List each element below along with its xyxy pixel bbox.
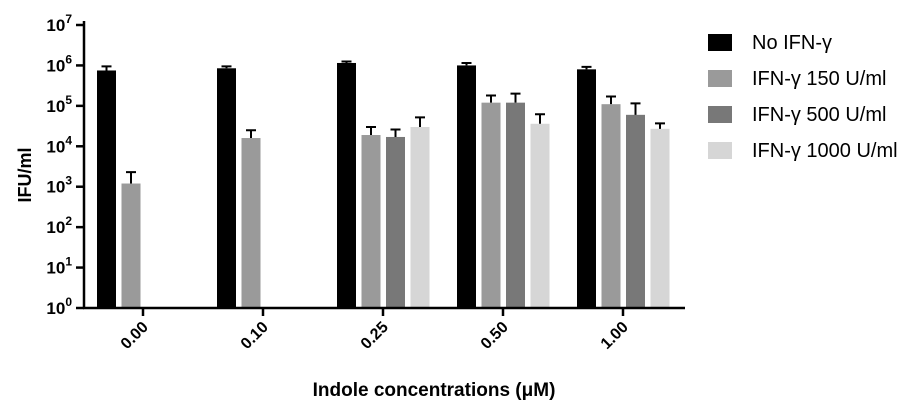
y-tick-label: 107 xyxy=(46,12,72,35)
bar-2-0.50 xyxy=(481,102,501,308)
x-tick-label-0.00: 0.00 xyxy=(118,319,152,353)
bar-1-0.10 xyxy=(217,68,236,308)
y-tick-label: 105 xyxy=(46,93,72,116)
error-bar-4-0.25 xyxy=(415,116,425,127)
legend-swatch-2 xyxy=(708,70,732,87)
bar-2-0.25 xyxy=(361,135,381,308)
legend-swatch-1 xyxy=(708,34,732,51)
bars-layer xyxy=(97,60,670,309)
bar-3-0.50 xyxy=(506,102,525,308)
error-bar-3-0.25 xyxy=(390,128,401,137)
bar-4-0.50 xyxy=(530,123,550,308)
legend-label-2: IFN-γ 150 U/ml xyxy=(752,68,886,90)
error-bar-2-0.50 xyxy=(486,94,496,103)
x-axis-title: Indole concentrations (μM) xyxy=(313,380,556,401)
legend-swatch-4 xyxy=(708,142,732,159)
y-tick-label: 106 xyxy=(46,52,72,75)
bar-1-0.00 xyxy=(97,70,116,308)
x-tick-label-0.50: 0.50 xyxy=(478,319,512,353)
bar-1-0.50 xyxy=(457,65,476,308)
error-bar-1-1.00 xyxy=(581,65,592,70)
bar-4-0.25 xyxy=(410,126,430,308)
bar-2-1.00 xyxy=(601,104,621,309)
bar-2-0.00 xyxy=(121,183,141,308)
error-bar-2-1.00 xyxy=(606,95,616,105)
error-bar-1-0.50 xyxy=(461,61,472,66)
bar-3-0.25 xyxy=(386,136,405,308)
legend-label-3: IFN-γ 500 U/ml xyxy=(752,104,886,126)
error-bar-3-0.50 xyxy=(510,92,521,103)
bar-1-1.00 xyxy=(577,69,596,309)
legend: No IFN-γ IFN-γ 150 U/ml IFN-γ 500 U/ml IFN-… xyxy=(708,32,898,162)
y-tick-label: 101 xyxy=(46,255,72,278)
y-tick-label: 103 xyxy=(46,174,72,197)
legend-label-4: IFN-γ 1000 U/ml xyxy=(752,140,898,162)
x-tick-label-0.25: 0.25 xyxy=(358,319,392,353)
y-tick-label: 100 xyxy=(46,295,72,318)
error-bar-2-0.10 xyxy=(246,129,256,139)
x-tick-label-1.00: 1.00 xyxy=(598,319,632,353)
error-bar-4-0.50 xyxy=(535,113,545,124)
bar-1-0.25 xyxy=(337,62,356,309)
y-tick-label: 104 xyxy=(46,133,72,156)
error-bar-1-0.10 xyxy=(221,65,232,69)
y-tick-label: 102 xyxy=(46,214,72,237)
legend-swatch-3 xyxy=(708,106,732,123)
y-axis-title: IFU/ml xyxy=(15,147,35,202)
bar-3-1.00 xyxy=(626,114,645,308)
error-bar-2-0.00 xyxy=(126,171,136,184)
x-tick-label-0.10: 0.10 xyxy=(238,319,272,353)
bar-4-1.00 xyxy=(650,128,670,308)
bar-2-0.10 xyxy=(241,138,261,308)
error-bar-3-1.00 xyxy=(630,102,641,115)
error-bar-1-0.00 xyxy=(101,65,112,71)
error-bar-1-0.25 xyxy=(341,60,352,63)
legend-label-1: No IFN-γ xyxy=(752,32,832,54)
error-bar-2-0.25 xyxy=(366,125,376,136)
error-bar-4-1.00 xyxy=(655,122,665,129)
